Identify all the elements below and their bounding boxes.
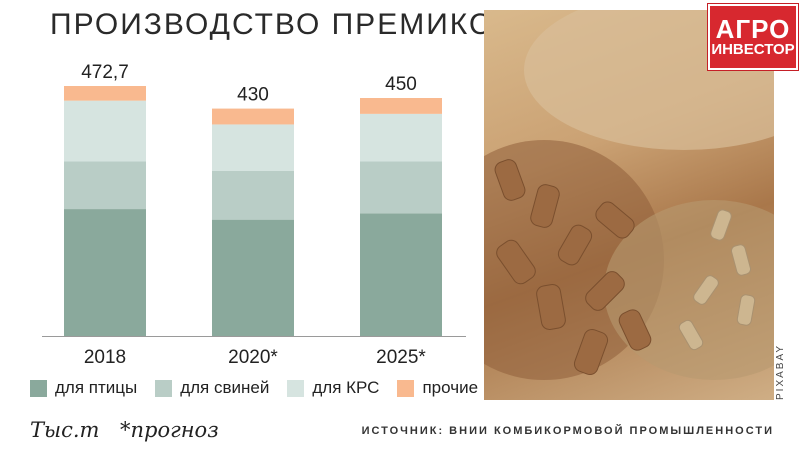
legend-swatch-poultry [30,379,47,397]
bar-segment-other-1 [212,108,294,125]
legend-label-pigs: для свиней [180,378,270,397]
bar-total-label: 430 [237,85,269,106]
legend-label-cattle: для КРС [312,378,380,397]
bar-total-label: 472,7 [81,62,129,83]
feed-pellets-photo [484,10,774,400]
x-tick-label: 2020* [228,347,278,368]
bar-segment-cattle-1 [212,124,294,171]
pellets-illustration [484,10,774,380]
bar-segment-poultry-1 [212,219,294,336]
bar-total-label: 450 [385,74,417,95]
legend-swatch-other [397,379,415,397]
bar-segment-poultry-0 [64,209,146,336]
legend-label-other: прочие [422,378,479,397]
bar-segment-pigs-1 [212,170,294,220]
unit-label: Тыс.т [30,418,100,442]
x-tick-label: 2025* [376,347,426,368]
legend-item-pigs: для свиней [155,378,269,398]
legend: для птицы для свиней для КРС прочие [30,378,496,398]
bar-segment-cattle-2 [360,113,442,162]
bar-segment-other-2 [360,98,442,114]
chart-title: ПРОИЗВОДСТВО ПРЕМИКСОВ [50,8,540,41]
legend-item-other: прочие [397,378,478,398]
forecast-note: *прогноз [120,418,219,442]
agroinvestor-logo: АГРО ИНВЕСТОР [708,4,798,70]
bar-segment-poultry-2 [360,213,442,336]
logo-line-2: ИНВЕСТОР [711,41,795,58]
bar-segment-pigs-0 [64,161,146,210]
photo-credit: PIXABAY [775,343,786,400]
bar-segment-pigs-2 [360,161,442,214]
bar-segment-cattle-0 [64,100,146,162]
legend-swatch-cattle [287,379,305,397]
source-label: ИСТОЧНИК: ВНИИ КОМБИКОРМОВОЙ ПРОМЫШЛЕННО… [361,425,774,437]
legend-label-poultry: для птицы [55,378,138,397]
legend-item-poultry: для птицы [30,378,137,398]
legend-item-cattle: для КРС [287,378,379,398]
stacked-bar-chart: 472,7 2018 430 2020* 450 2025* [42,62,466,368]
legend-swatch-pigs [155,379,173,397]
x-tick-label: 2018 [84,347,126,368]
logo-line-1: АГРО [715,14,791,44]
bar-segment-other-0 [64,86,146,101]
